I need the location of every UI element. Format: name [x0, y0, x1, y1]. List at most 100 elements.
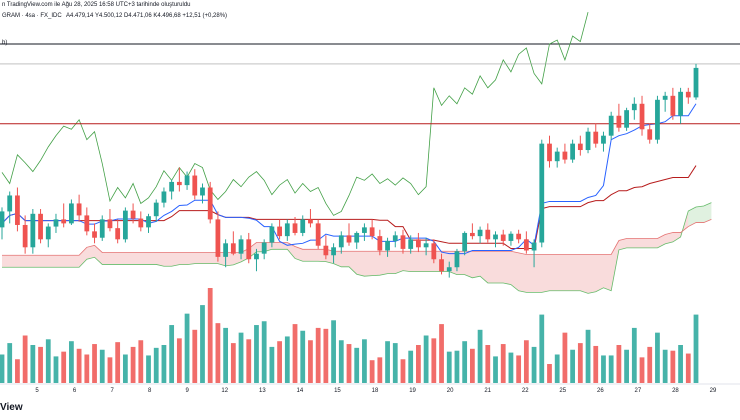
- volume-bar: [485, 345, 491, 383]
- volume-bar: [685, 353, 691, 383]
- candle-body: [639, 103, 645, 130]
- volume-bar: [338, 340, 344, 383]
- volume-bar: [300, 330, 306, 383]
- x-tick-label: 12: [221, 388, 228, 394]
- candle-body: [261, 242, 267, 254]
- candle-body: [331, 247, 336, 256]
- cloud-bullish: [688, 202, 712, 227]
- volume-bar: [22, 335, 28, 383]
- cloud-bearish: [2, 211, 689, 294]
- volume-bar: [647, 346, 653, 383]
- candle-body: [69, 203, 74, 224]
- lagging-span: [1, 11, 589, 216]
- symbol-label: GRAM · 4sa · FX_IDC: [2, 13, 62, 19]
- x-tick-label: 18: [372, 388, 379, 394]
- volume-bar: [616, 345, 622, 383]
- candle-body: [362, 227, 367, 233]
- volume-bar: [516, 355, 522, 383]
- volume-bar: [562, 332, 568, 383]
- candle-body: [508, 233, 514, 241]
- candle-body: [516, 233, 522, 240]
- volume-bar: [678, 345, 683, 383]
- candle-body: [685, 91, 691, 98]
- volume-bar: [624, 349, 629, 383]
- volume-bar: [608, 355, 614, 383]
- x-tick-label: 7: [110, 388, 114, 394]
- volume-bar: [45, 339, 51, 383]
- candle-body: [308, 219, 313, 224]
- x-tick-label: 9: [186, 388, 190, 394]
- volume-bar: [292, 324, 298, 383]
- volume-bar: [593, 345, 599, 383]
- volume-bar: [215, 323, 221, 383]
- indicator-legend: b): [2, 40, 8, 46]
- candle-body: [477, 229, 483, 237]
- volume-bar: [146, 355, 151, 383]
- volume-bar: [554, 354, 560, 383]
- volume-bar: [115, 342, 121, 383]
- volume-bar: [176, 338, 182, 383]
- volume-bar: [284, 336, 290, 383]
- candle-body: [130, 210, 136, 219]
- x-tick-label: 22: [522, 388, 529, 394]
- candle-body: [493, 234, 498, 240]
- candle-body: [7, 195, 13, 212]
- candle-body: [554, 151, 560, 162]
- volume-bar: [462, 341, 468, 383]
- brand-text: View: [0, 402, 23, 413]
- candle-body: [354, 232, 360, 243]
- candle-body: [462, 232, 468, 252]
- candle-body: [146, 216, 151, 228]
- volume-bar: [631, 327, 637, 383]
- candle-body: [300, 219, 306, 233]
- candle-body: [107, 219, 113, 229]
- candle-body: [647, 129, 653, 140]
- candle-body: [207, 187, 213, 220]
- candle-body: [169, 181, 175, 192]
- candle-body: [616, 115, 622, 128]
- candle-body: [539, 143, 545, 243]
- candle-body: [655, 99, 660, 140]
- volume-bar: [508, 352, 514, 383]
- candle-body: [385, 240, 390, 251]
- volume-bar: [7, 343, 13, 383]
- volume-bar: [662, 349, 668, 383]
- volume-bar: [446, 351, 452, 383]
- volume-bar: [184, 313, 190, 383]
- volume-bar: [138, 340, 144, 383]
- volume-bar: [261, 321, 267, 383]
- volume-bar: [416, 345, 421, 383]
- candle-body: [423, 243, 429, 248]
- candle-body: [439, 259, 444, 272]
- volume-bar: [423, 335, 429, 383]
- volume-bar: [323, 328, 329, 383]
- candle-body: [269, 226, 275, 243]
- candle-body: [323, 245, 329, 256]
- volume-bar: [122, 354, 128, 383]
- volume-bar: [377, 357, 383, 383]
- volume-bar: [354, 347, 360, 383]
- candle-body: [446, 267, 452, 272]
- volume-bar: [277, 341, 282, 383]
- candle-body: [408, 239, 414, 249]
- candle-body: [223, 243, 229, 257]
- candle-body: [184, 175, 190, 186]
- candle-body: [153, 202, 159, 217]
- x-tick-label: 6: [73, 388, 77, 394]
- x-tick-label: 29: [710, 388, 717, 394]
- volume-bar: [454, 350, 460, 383]
- volume-bar: [439, 324, 444, 383]
- candle-body: [84, 215, 90, 232]
- volume-bar: [99, 349, 105, 383]
- leading-span-a: [2, 202, 712, 294]
- candle-body: [338, 235, 344, 248]
- volume-bar: [153, 347, 159, 383]
- candle-body: [292, 223, 298, 233]
- volume-bar: [223, 327, 229, 383]
- x-tick-label: 15: [334, 388, 341, 394]
- candle-body: [254, 253, 259, 260]
- candle-body: [277, 226, 282, 237]
- candle-body: [122, 210, 128, 240]
- candle-body: [0, 211, 5, 228]
